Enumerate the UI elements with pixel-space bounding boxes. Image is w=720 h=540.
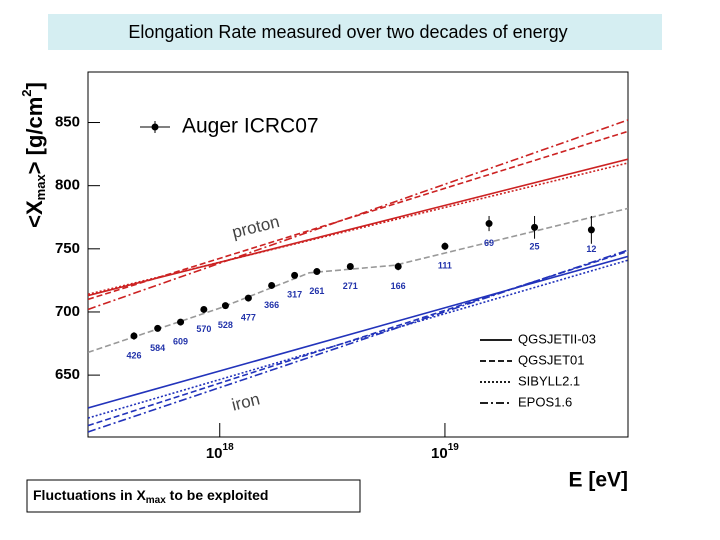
legend-label: Auger ICRC07 bbox=[182, 115, 319, 138]
y-tick-label: 800 bbox=[55, 177, 80, 194]
data-point bbox=[177, 318, 185, 326]
legend-marker bbox=[151, 123, 159, 131]
event-count: 528 bbox=[218, 320, 233, 330]
y-axis-label: <Xmax> [g/cm2] bbox=[19, 82, 48, 228]
footnote-box bbox=[26, 479, 361, 513]
data-point bbox=[346, 262, 354, 270]
event-count: 271 bbox=[343, 281, 358, 291]
event-count: 609 bbox=[173, 336, 188, 346]
proton-line bbox=[88, 162, 628, 296]
data-point bbox=[130, 332, 138, 340]
x-tick-label: 1019 bbox=[431, 442, 459, 462]
slide-title: Elongation Rate measured over two decade… bbox=[128, 22, 567, 42]
event-count: 426 bbox=[126, 350, 141, 360]
legend-label: QGSJETII-03 bbox=[518, 331, 596, 346]
iron-line bbox=[88, 259, 628, 419]
title-box bbox=[48, 14, 662, 50]
data-point bbox=[485, 220, 493, 228]
data-point bbox=[268, 281, 276, 289]
data-point bbox=[244, 294, 252, 302]
x-tick-label: 1018 bbox=[206, 442, 234, 462]
event-count: 317 bbox=[287, 290, 302, 300]
x-tick-exponent: 19 bbox=[448, 442, 460, 453]
legend-label: QGSJET01 bbox=[518, 352, 584, 367]
data-point bbox=[394, 262, 402, 270]
iron-line bbox=[88, 249, 628, 433]
event-count: 166 bbox=[391, 281, 406, 291]
iron-line bbox=[88, 255, 628, 409]
fit-line bbox=[88, 207, 628, 354]
event-count: 261 bbox=[309, 286, 324, 296]
event-count: 111 bbox=[438, 261, 452, 271]
y-tick-label: 750 bbox=[55, 240, 80, 257]
x-tick-exponent: 18 bbox=[223, 442, 235, 453]
data-point bbox=[531, 223, 539, 231]
x-axis-label: E [eV] bbox=[568, 469, 628, 492]
event-count: 12 bbox=[586, 244, 596, 254]
event-count: 69 bbox=[484, 238, 494, 248]
event-count: 366 bbox=[264, 300, 279, 310]
y-tick-label: 700 bbox=[55, 303, 80, 320]
event-count: 570 bbox=[196, 324, 211, 334]
data-point bbox=[154, 324, 162, 332]
event-count: 477 bbox=[241, 312, 256, 322]
proton-line bbox=[88, 130, 628, 301]
data-point bbox=[441, 242, 449, 250]
footnote: Fluctuations in Xmax to be exploited bbox=[33, 487, 268, 506]
y-tick-label: 850 bbox=[55, 113, 80, 130]
legend-label: SIBYLL2.1 bbox=[518, 373, 580, 388]
event-count: 584 bbox=[150, 343, 165, 353]
data-point bbox=[200, 305, 208, 313]
data-point bbox=[291, 271, 299, 279]
legend-label: EPOS1.6 bbox=[518, 394, 572, 409]
y-tick-label: 650 bbox=[55, 366, 80, 383]
data-point bbox=[587, 226, 595, 234]
event-count: 25 bbox=[530, 242, 540, 252]
data-point bbox=[313, 268, 321, 276]
proton-line bbox=[88, 119, 628, 311]
plot-frame bbox=[87, 71, 629, 438]
data-point bbox=[221, 302, 229, 310]
